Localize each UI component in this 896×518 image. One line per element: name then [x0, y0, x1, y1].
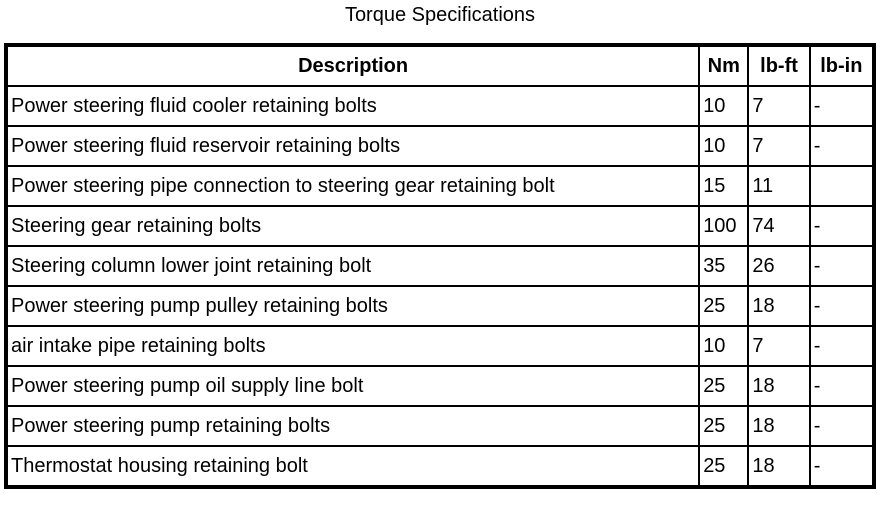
- cell-description: Power steering fluid cooler retaining bo…: [4, 85, 701, 127]
- cell-nm: 25: [698, 365, 750, 407]
- cell-lb-ft: 18: [747, 285, 811, 327]
- header-nm: Nm: [698, 44, 750, 87]
- cell-nm: 100: [698, 205, 750, 247]
- torque-table: Description Nm lb-ft lb-in Power steerin…: [4, 43, 876, 489]
- cell-lb-ft: 7: [747, 85, 811, 127]
- table-row: Power steering pump pulley retaining bol…: [4, 285, 876, 327]
- cell-lb-ft: 18: [747, 405, 811, 447]
- cell-lb-in: -: [808, 405, 876, 447]
- cell-lb-in: -: [808, 365, 876, 407]
- table-row: Power steering pipe connection to steeri…: [4, 165, 876, 207]
- cell-lb-in: -: [808, 205, 876, 247]
- cell-nm: 10: [698, 125, 750, 167]
- cell-lb-ft: 18: [747, 365, 811, 407]
- table-row: Thermostat housing retaining bolt 25 18-: [4, 445, 876, 488]
- table-row: Steering gear retaining bolts 100 74-: [4, 205, 876, 247]
- table-row: Power steering fluid reservoir retaining…: [4, 125, 876, 167]
- cell-lb-ft: 7: [747, 325, 811, 367]
- cell-nm: 10: [698, 325, 750, 367]
- cell-description: Power steering pump pulley retaining bol…: [4, 285, 701, 327]
- header-row: Description Nm lb-ft lb-in: [4, 44, 876, 87]
- cell-lb-in: -: [808, 445, 876, 488]
- cell-description: Power steering fluid reservoir retaining…: [4, 125, 701, 167]
- table-row: Power steering pump oil supply line bolt…: [4, 365, 876, 407]
- cell-description: air intake pipe retaining bolts: [4, 325, 701, 367]
- page-title: Torque Specifications: [344, 4, 536, 26]
- table-row: Power steering pump retaining bolts 25 18-: [4, 405, 876, 447]
- cell-description: Power steering pump oil supply line bolt: [4, 365, 701, 407]
- cell-lb-in: -: [808, 325, 876, 367]
- cell-lb-ft: 7: [747, 125, 811, 167]
- header-lb-ft: lb-ft: [747, 44, 811, 87]
- cell-description: Steering column lower joint retaining bo…: [4, 245, 701, 287]
- cell-lb-in: [808, 165, 876, 207]
- cell-lb-ft: 18: [747, 445, 811, 488]
- cell-nm: 25: [698, 285, 750, 327]
- header-lb-in: lb-in: [808, 44, 876, 87]
- table-row: Power steering fluid cooler retaining bo…: [4, 85, 876, 127]
- cell-lb-ft: 11: [747, 165, 811, 207]
- cell-nm: 25: [698, 405, 750, 447]
- table-row: air intake pipe retaining bolts 10 7-: [4, 325, 876, 367]
- cell-nm: 35: [698, 245, 750, 287]
- cell-lb-in: -: [808, 285, 876, 327]
- cell-lb-ft: 26: [747, 245, 811, 287]
- cell-description: Thermostat housing retaining bolt: [4, 445, 701, 488]
- cell-nm: 15: [698, 165, 750, 207]
- table-row: Steering column lower joint retaining bo…: [4, 245, 876, 287]
- cell-lb-ft: 74: [747, 205, 811, 247]
- cell-nm: 10: [698, 85, 750, 127]
- cell-description: Steering gear retaining bolts: [4, 205, 701, 247]
- cell-description: Power steering pipe connection to steeri…: [4, 165, 701, 207]
- cell-lb-in: -: [808, 125, 876, 167]
- cell-lb-in: -: [808, 245, 876, 287]
- cell-nm: 25: [698, 445, 750, 488]
- header-description: Description: [4, 44, 701, 87]
- cell-lb-in: -: [808, 85, 876, 127]
- cell-description: Power steering pump retaining bolts: [4, 405, 701, 447]
